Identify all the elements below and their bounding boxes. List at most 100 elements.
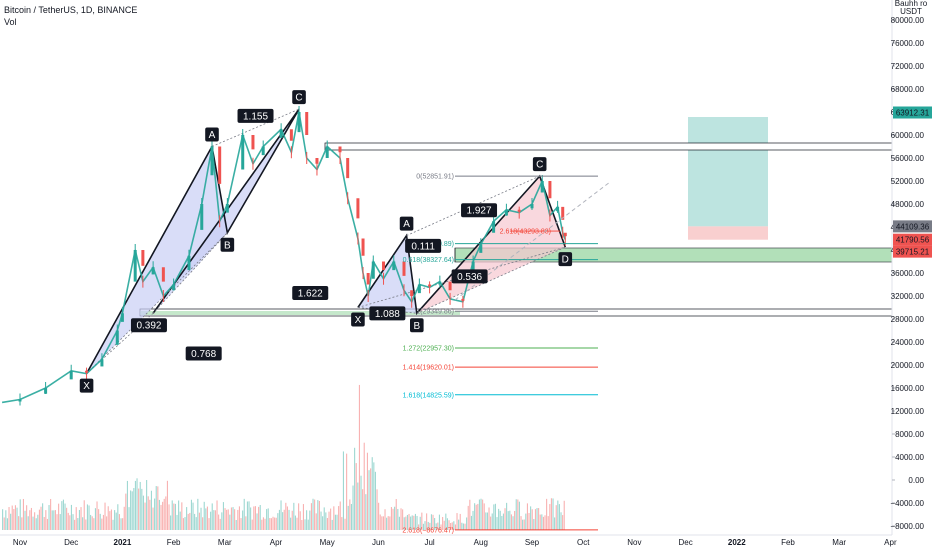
volume-bar <box>357 482 359 530</box>
volume-bar <box>310 503 312 530</box>
fib-level-label: 2.618(−8676.47) <box>402 527 454 534</box>
volume-bar <box>312 498 314 530</box>
volume-bar <box>176 514 178 530</box>
ratio-right-xab-text: 1.088 <box>375 309 400 320</box>
volume-bar <box>98 509 100 530</box>
volume-bar <box>216 500 218 530</box>
volume-bar <box>499 510 501 530</box>
ratio-right-xad-bg <box>451 269 488 284</box>
volume-bar <box>206 506 208 530</box>
y-tick-label: −4000.00 <box>890 499 924 508</box>
volume-bar <box>187 513 189 530</box>
candle-body <box>504 209 508 216</box>
volume-bar <box>144 502 146 530</box>
volume-bar <box>10 513 12 530</box>
mini-fib-label: 2.618(43293.88) <box>500 229 551 236</box>
symbol-title[interactable]: Bitcoin / TetherUS, 1D, BINANCE <box>4 5 138 15</box>
ratio-right-abc-text: 0.111 <box>411 241 435 252</box>
candle-body <box>338 146 342 153</box>
volume-bar <box>339 501 341 530</box>
y-axis-title: USDT <box>900 7 922 16</box>
fib-level-label: 1.272(22957.30) <box>403 345 454 352</box>
volume-bar <box>424 521 426 530</box>
volume-bar <box>432 514 434 530</box>
volume-bar <box>38 509 40 530</box>
volume-bar <box>485 512 487 530</box>
point-label-x-text: X <box>355 315 362 326</box>
candle-body <box>187 255 191 271</box>
volume-bar <box>277 513 279 530</box>
volume-bar <box>242 510 244 530</box>
x-tick-label: Aug <box>474 538 488 547</box>
volume-bar <box>102 514 104 530</box>
volume-bar <box>435 523 437 530</box>
volume-bar <box>267 508 269 530</box>
volume-bar <box>397 508 399 530</box>
volume-bar <box>90 514 92 530</box>
volume-bar <box>251 519 253 530</box>
volume-bar <box>5 510 7 530</box>
volume-bar <box>462 523 464 530</box>
volume-bar <box>438 514 440 530</box>
point-label-b: B <box>410 318 424 333</box>
ratio-right-xad-text: 0.536 <box>457 272 482 283</box>
volume-bar <box>510 514 512 530</box>
volume-bar <box>246 501 248 530</box>
volume-bar <box>34 512 36 530</box>
volume-bar <box>163 498 165 530</box>
volume-bar <box>378 502 380 530</box>
volume-bar <box>42 503 44 530</box>
point-label-a-bg <box>205 127 219 142</box>
ratio-right-bcd-bg <box>461 203 498 218</box>
volume-bar <box>232 507 234 530</box>
volume-indicator-label[interactable]: Vol <box>4 17 17 27</box>
y-tick-label: 24000.00 <box>891 338 925 347</box>
volume-bar <box>160 504 162 530</box>
volume-bar <box>291 510 293 530</box>
candle-body <box>218 146 222 184</box>
price-tag-bg <box>893 245 932 258</box>
volume-bar <box>99 513 101 530</box>
fib-level-label: 1(29349.86) <box>416 309 454 316</box>
volume-bar <box>285 502 287 530</box>
point-label-b-bg <box>220 237 235 252</box>
volume-bar <box>286 506 288 530</box>
price-tag-bg <box>893 220 932 233</box>
volume-bar <box>330 508 332 530</box>
volume-bar <box>410 516 412 530</box>
target-zone <box>688 117 768 227</box>
y-tick-label: 36000.00 <box>891 269 925 278</box>
volume-bar <box>442 516 444 530</box>
volume-bar <box>77 518 79 530</box>
volume-bar <box>261 519 263 530</box>
volume-bar <box>221 512 223 530</box>
volume-bar <box>32 516 34 530</box>
channel-line <box>454 181 611 301</box>
volume-bar <box>27 516 29 530</box>
volume-bar <box>208 518 210 530</box>
volume-bar <box>290 517 292 530</box>
volume-bar <box>365 494 367 530</box>
ratio-right-xad: 0.536 <box>451 269 488 284</box>
volume-bar <box>501 515 503 530</box>
volume-bar <box>224 508 226 530</box>
x-axis[interactable]: Nov Dec 2021 Feb Mar Apr May Jun Jul Aug Sep Oct Nov… <box>0 534 897 547</box>
candle-body <box>241 135 245 170</box>
y-tick-label: 4000.00 <box>895 453 924 462</box>
candle-body <box>18 399 22 402</box>
volume-bar <box>477 503 479 530</box>
ratio-right-bcd-text: 1.927 <box>467 206 492 217</box>
volume-bar <box>354 447 356 530</box>
volume-bar <box>483 503 485 530</box>
volume-bar <box>80 507 82 530</box>
volume-bar <box>248 501 250 530</box>
point-label-c-bg <box>532 157 547 172</box>
volume-bar <box>298 503 300 530</box>
volume-bar <box>554 517 556 530</box>
volume-bar <box>418 524 420 530</box>
volume-bar <box>254 506 256 530</box>
volume-bar <box>219 518 221 530</box>
candle-body <box>151 267 155 275</box>
